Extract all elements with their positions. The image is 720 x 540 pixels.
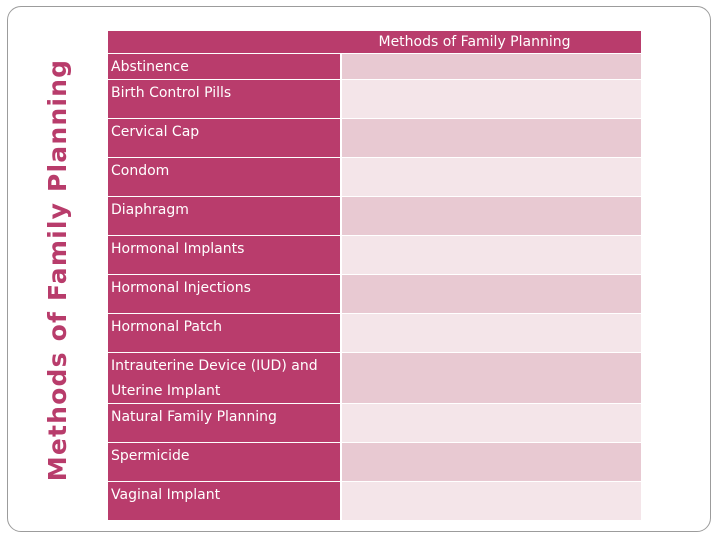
row-label: Hormonal Implants [108,236,340,274]
row-value-cell [340,80,641,118]
table-row: Abstinence [108,54,641,80]
row-value-cell [340,158,641,196]
row-label: Diaphragm [108,197,340,235]
row-value-cell [340,353,641,403]
slide-frame [7,6,711,532]
row-label: Vaginal Implant [108,482,340,520]
table-row: Intrauterine Device (IUD) and Uterine Im… [108,353,641,404]
row-label: Abstinence [108,54,340,79]
table-row: Vaginal Implant [108,482,641,521]
row-label: Natural Family Planning [108,404,340,442]
row-label: Intrauterine Device (IUD) and Uterine Im… [108,353,340,403]
row-label: Cervical Cap [108,119,340,157]
row-value-cell [340,443,641,481]
row-label: Condom [108,158,340,196]
table-row: Cervical Cap [108,119,641,158]
row-value-cell [340,482,641,520]
row-value-cell [340,275,641,313]
table-row: Natural Family Planning [108,404,641,443]
table-row: Hormonal Implants [108,236,641,275]
row-value-cell [340,236,641,274]
table-row: Spermicide [108,443,641,482]
table-row: Hormonal Patch [108,314,641,353]
slide-title: Methods of Family Planning [42,58,72,482]
table-row: Hormonal Injections [108,275,641,314]
row-label: Hormonal Patch [108,314,340,352]
table-row: Birth Control Pills [108,80,641,119]
table-row: Condom [108,158,641,197]
row-label: Spermicide [108,443,340,481]
row-value-cell [340,197,641,235]
table-row: Diaphragm [108,197,641,236]
row-label: Hormonal Injections [108,275,340,313]
table-header: Methods of Family Planning [108,31,641,54]
row-label: Birth Control Pills [108,80,340,118]
methods-table: Methods of Family Planning Abstinence Bi… [108,31,641,521]
row-value-cell [340,54,641,79]
row-value-cell [340,119,641,157]
row-value-cell [340,314,641,352]
row-value-cell [340,404,641,442]
